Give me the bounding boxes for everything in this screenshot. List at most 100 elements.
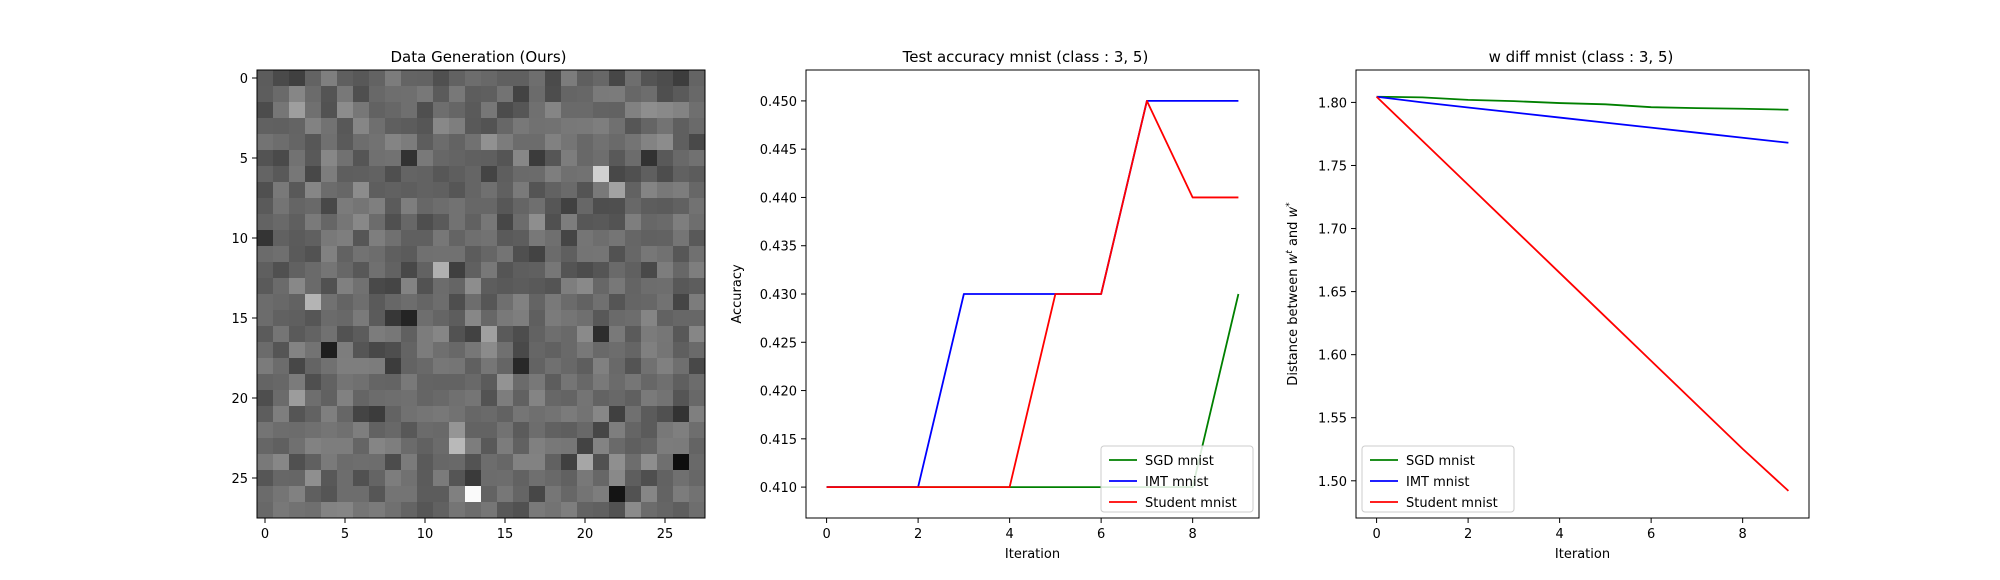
heatmap-cell — [673, 438, 690, 455]
heatmap-cell — [609, 326, 626, 343]
heatmap-cell — [689, 166, 706, 183]
heatmap-cell — [449, 166, 466, 183]
heatmap-cell — [449, 358, 466, 375]
heatmap-cell — [385, 70, 402, 87]
heatmap-cell — [465, 422, 482, 439]
heatmap-cell — [641, 502, 658, 519]
heatmap-cell — [257, 262, 274, 279]
heatmap-cell — [337, 342, 354, 359]
heatmap-cell — [625, 470, 642, 487]
heatmap-cell — [289, 342, 306, 359]
heatmap-cell — [321, 150, 338, 167]
heatmap-cell — [305, 86, 322, 103]
heatmap-cell — [449, 438, 466, 455]
heatmap-cell — [273, 374, 290, 391]
heatmap-cell — [289, 438, 306, 455]
heatmap-cell — [529, 102, 546, 119]
heatmap-cell — [289, 358, 306, 375]
heatmap-cell — [385, 454, 402, 471]
heatmap-cell — [353, 294, 370, 311]
heatmap-cell — [385, 166, 402, 183]
heatmap-cell — [577, 502, 594, 519]
heatmap-cell — [481, 374, 498, 391]
heatmap-cell — [273, 502, 290, 519]
heatmap-cell — [593, 454, 610, 471]
heatmap-cell — [369, 390, 386, 407]
heatmap-cell — [577, 262, 594, 279]
heatmap-cell — [561, 182, 578, 199]
wdiff-legend: SGD mnist IMT mnist Student mnist — [1361, 445, 1515, 513]
heatmap-cell — [321, 502, 338, 519]
heatmap-cell — [417, 198, 434, 215]
heatmap-cell — [481, 358, 498, 375]
heatmap-cell — [433, 214, 450, 231]
heatmap-cell — [257, 246, 274, 263]
heatmap-cell — [481, 102, 498, 119]
wdiff-xtick-label: 8 — [1739, 527, 1747, 542]
heatmap-cell — [433, 294, 450, 311]
heatmap-cell — [529, 438, 546, 455]
heatmap-cell — [433, 166, 450, 183]
heatmap-cell — [337, 390, 354, 407]
wdiff-series-line — [1376, 95, 1789, 144]
heatmap-cell — [305, 390, 322, 407]
heatmap-cell — [609, 374, 626, 391]
heatmap-cell — [337, 70, 354, 87]
wdiff-xtick-label: 6 — [1647, 527, 1655, 542]
heatmap-cell — [353, 390, 370, 407]
heatmap-cell — [609, 166, 626, 183]
heatmap-cell — [289, 262, 306, 279]
heatmap-cell — [321, 134, 338, 151]
heatmap-cell — [401, 422, 418, 439]
heatmap-cell — [305, 198, 322, 215]
heatmap-cell — [257, 118, 274, 135]
accuracy-ytick-label: 0.425 — [760, 336, 797, 351]
heatmap-cell — [561, 374, 578, 391]
heatmap-cell — [385, 198, 402, 215]
heatmap-cell — [305, 294, 322, 311]
heatmap-cell — [513, 358, 530, 375]
heatmap-cell — [433, 118, 450, 135]
heatmap-cell — [641, 294, 658, 311]
heatmap-cell — [481, 486, 498, 503]
heatmap-cell — [545, 310, 562, 327]
heatmap-cell — [657, 358, 674, 375]
heatmap-cell — [401, 470, 418, 487]
heatmap-cell — [481, 342, 498, 359]
heatmap-cell — [353, 502, 370, 519]
heatmap-cell — [529, 326, 546, 343]
wdiff-frame — [1355, 69, 1810, 519]
heatmap-xtick-label: 15 — [497, 527, 514, 542]
heatmap-cell — [273, 294, 290, 311]
heatmap-cell — [513, 102, 530, 119]
heatmap-cell — [529, 486, 546, 503]
heatmap-cell — [321, 70, 338, 87]
heatmap-cell — [625, 502, 642, 519]
heatmap-cell — [481, 438, 498, 455]
heatmap-cell — [369, 486, 386, 503]
heatmap-cell — [577, 278, 594, 295]
heatmap-cell — [449, 422, 466, 439]
heatmap-cell — [257, 438, 274, 455]
heatmap-cell — [689, 86, 706, 103]
heatmap-cell — [625, 374, 642, 391]
heatmap-cell — [497, 406, 514, 423]
heatmap-cell — [481, 150, 498, 167]
heatmap-cell — [545, 294, 562, 311]
accuracy-ytick-label: 0.450 — [760, 95, 797, 110]
heatmap-cell — [593, 134, 610, 151]
heatmap-xtick-label: 5 — [341, 527, 349, 542]
heatmap-cell — [417, 118, 434, 135]
heatmap-cell — [657, 86, 674, 103]
heatmap-cell — [465, 486, 482, 503]
heatmap-cell — [689, 278, 706, 295]
heatmap-cell — [673, 486, 690, 503]
heatmap-cell — [657, 454, 674, 471]
heatmap-cell — [289, 390, 306, 407]
heatmap-cell — [673, 470, 690, 487]
heatmap-cell — [641, 422, 658, 439]
heatmap-cell — [401, 262, 418, 279]
heatmap-cell — [689, 486, 706, 503]
heatmap-cell — [625, 182, 642, 199]
heatmap-cell — [417, 166, 434, 183]
